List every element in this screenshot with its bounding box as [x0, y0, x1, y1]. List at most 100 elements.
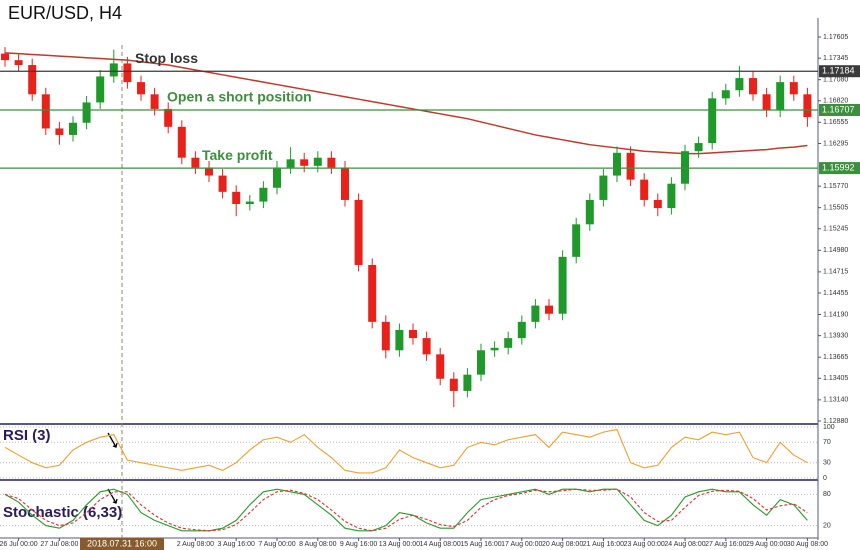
candle-body — [300, 159, 309, 166]
candle-body — [150, 94, 159, 109]
candle-body — [681, 151, 689, 184]
y-tick-label: 70 — [823, 439, 831, 446]
indicator-line — [4, 488, 808, 532]
candle-body — [368, 264, 377, 322]
y-tick-label: 1.16295 — [823, 140, 848, 147]
moving-average — [4, 52, 808, 155]
candle-body — [41, 94, 50, 129]
candle-body — [177, 126, 186, 158]
candle-body — [504, 338, 513, 348]
candle-body — [531, 305, 540, 322]
y-tick-label: 1.15245 — [823, 226, 848, 233]
candle-body — [490, 347, 499, 351]
chart-title: EUR/USD, H4 — [8, 3, 122, 23]
indicator-line — [4, 428, 808, 474]
crosshair-label: 2018.07.31 16:00 — [87, 538, 157, 548]
candle-body — [313, 157, 322, 166]
candle-body — [286, 159, 295, 168]
arrow — [107, 488, 118, 504]
y-tick-label: 20 — [823, 522, 831, 529]
candle-body — [463, 374, 472, 391]
candle-body — [14, 60, 23, 66]
x-tick-label: 3 Aug 16:00 — [218, 541, 255, 548]
level-label: 1.17184 — [822, 66, 855, 76]
level-label: 1.15992 — [822, 162, 855, 172]
x-tick-label: 15 Aug 16:00 — [460, 541, 501, 548]
candle-body — [640, 179, 649, 200]
x-tick-label: 27 Aug 16:00 — [705, 541, 746, 548]
candle-body — [735, 78, 744, 91]
level-label-box — [819, 65, 860, 78]
y-tick-label: 1.17605 — [823, 34, 848, 41]
candle-body — [558, 256, 567, 314]
x-tick-label: 9 Aug 16:00 — [340, 541, 377, 548]
candle-body — [259, 187, 268, 202]
candle-body — [694, 143, 703, 152]
candle-body — [137, 82, 145, 95]
y-tick-label: 1.13405 — [823, 375, 848, 382]
candle-body — [436, 354, 445, 379]
candle-body — [422, 338, 431, 355]
candle-body — [109, 63, 118, 77]
candle-body — [341, 167, 349, 200]
x-tick-label: 30 Aug 08:00 — [787, 541, 828, 548]
y-tick-label: 1.14715 — [823, 269, 848, 276]
candle-body — [545, 305, 553, 314]
x-tick-label: 21 Aug 16:00 — [583, 541, 624, 548]
candle-body — [708, 98, 717, 144]
x-tick-label: 17 Aug 00:00 — [501, 541, 542, 548]
level-label: 1.16707 — [822, 104, 855, 114]
candle-body — [96, 76, 105, 103]
candle-body — [409, 329, 417, 339]
candle-body — [776, 82, 785, 111]
candle-body — [721, 90, 730, 99]
candle-body — [1, 53, 9, 61]
candle-body — [572, 224, 581, 257]
candle-body — [803, 94, 812, 118]
level-label-box — [819, 162, 860, 175]
y-tick-label: 1.16555 — [823, 119, 848, 126]
x-tick-label: 8 Aug 08:00 — [299, 541, 336, 548]
y-tick-label: 1.17345 — [823, 55, 848, 62]
candle-body — [762, 94, 771, 111]
candle-body — [517, 321, 526, 339]
y-tick-label: 1.15770 — [823, 183, 848, 190]
candle-body — [585, 199, 594, 225]
candle-body — [191, 157, 200, 168]
y-tick-label: 1.16820 — [823, 98, 848, 105]
y-tick-label: 1.12880 — [823, 418, 848, 425]
x-tick-label: 23 Aug 00:00 — [624, 541, 665, 548]
crosshair-label-box — [80, 538, 164, 550]
indicator-title: RSI (3) — [3, 427, 51, 444]
candle-body — [218, 175, 227, 192]
y-tick-label: 1.17080 — [823, 77, 848, 84]
candle-body — [626, 152, 635, 180]
y-tick-label: 1.13140 — [823, 397, 848, 404]
y-tick-label: 1.14455 — [823, 290, 848, 297]
x-tick-label: 27 Jul 08:00 — [40, 541, 78, 548]
candle-body — [477, 350, 485, 375]
candle-body — [123, 63, 132, 83]
x-tick-label: 20 Aug 08:00 — [542, 541, 583, 548]
y-tick-label: 1.14190 — [823, 311, 848, 318]
y-tick-label: 1.15505 — [823, 205, 848, 212]
candle-body — [749, 78, 757, 95]
y-tick-label: 1.13930 — [823, 333, 848, 340]
y-tick-label: 1.14980 — [823, 247, 848, 254]
candle-body — [273, 167, 281, 188]
x-tick-label: 13 Aug 00:00 — [379, 541, 420, 548]
level-annotation: Open a short position — [167, 89, 312, 105]
candle-body — [395, 329, 404, 351]
indicator-title: Stochastic (6,33) — [3, 504, 122, 521]
y-tick-label: 1.13665 — [823, 354, 848, 361]
x-tick-label: 7 Aug 00:00 — [258, 541, 295, 548]
candle-body — [164, 108, 173, 127]
candle-body — [327, 157, 336, 168]
candle-body — [232, 191, 241, 205]
y-tick-label: 0 — [823, 475, 827, 482]
candle-body — [789, 82, 798, 95]
candle-body — [82, 102, 91, 123]
candle-body — [449, 378, 458, 391]
candle-body — [599, 175, 608, 200]
